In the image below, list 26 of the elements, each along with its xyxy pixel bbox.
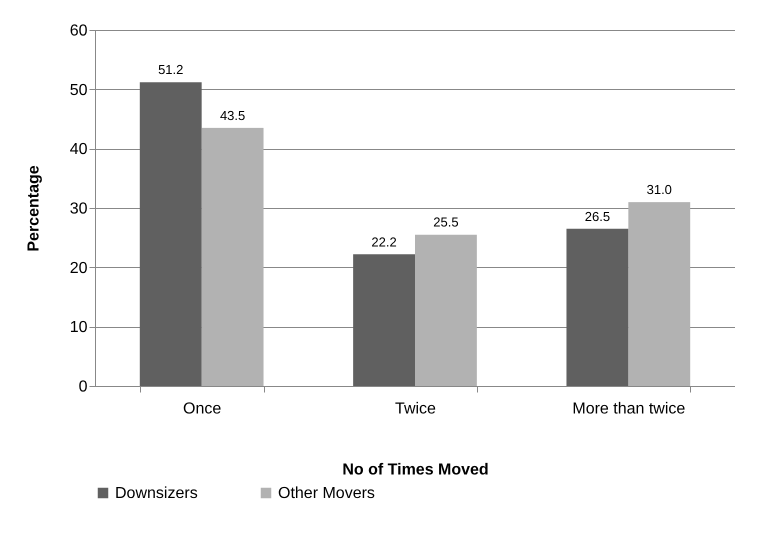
y-tick-label: 10 — [70, 319, 88, 336]
y-tick-label: 50 — [70, 82, 88, 99]
y-tick-label: 0 — [78, 378, 88, 396]
bar — [353, 254, 415, 386]
x-tick-label: Twice — [395, 400, 436, 418]
x-tick-label: More than twice — [572, 400, 686, 418]
y-tick-label: 40 — [70, 141, 88, 158]
text: 31.0 — [646, 182, 672, 198]
y-axis-title: Percentage — [26, 165, 43, 252]
bar — [140, 82, 202, 386]
text: 25.5 — [433, 214, 459, 230]
legend-label: Other Movers — [278, 485, 375, 502]
text: 26.5 — [584, 208, 610, 224]
bar — [628, 202, 690, 386]
bar — [202, 128, 264, 386]
legend-label: Downsizers — [115, 485, 198, 502]
y-tick-label: 60 — [70, 22, 88, 40]
x-axis-title: No of Times Moved — [342, 462, 489, 478]
bar — [566, 228, 628, 386]
y-tick-label: 30 — [70, 200, 88, 218]
text: 51.2 — [158, 62, 184, 78]
x-tick-label: Once — [183, 400, 222, 418]
bar — [415, 234, 477, 386]
text: 22.2 — [371, 234, 397, 250]
y-tick-label: 20 — [70, 260, 88, 277]
text: 43.5 — [220, 108, 246, 123]
